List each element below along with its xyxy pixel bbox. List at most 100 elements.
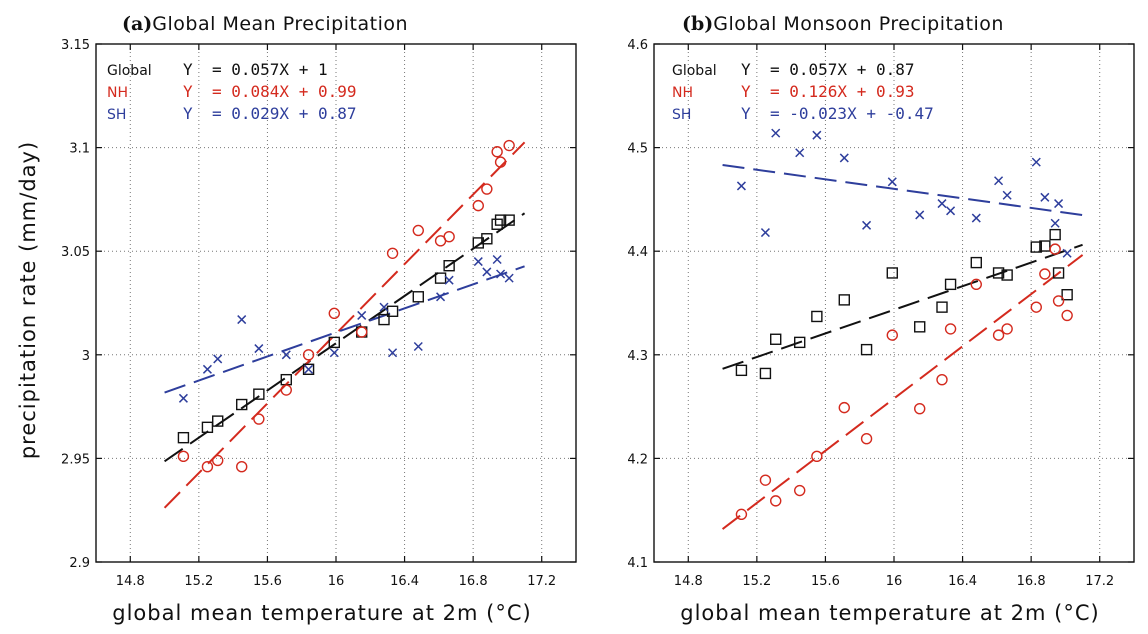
panel-b-point-global — [735, 364, 748, 377]
legend-prefix-sh: Y — [183, 104, 193, 123]
panel-a-point-sh — [444, 275, 454, 285]
panel-a-point-sh — [213, 354, 223, 364]
panel-a-point-global — [236, 398, 248, 411]
panel-b-y-tick-label: 4.2 — [627, 452, 648, 467]
panel-b-point-nh — [1039, 268, 1051, 280]
panel-a-point-nh — [236, 460, 248, 473]
panel-b-point-nh — [936, 373, 948, 386]
panel-a-point-nh — [491, 146, 503, 158]
panel-b-fit-line-global — [722, 243, 1083, 370]
panel-b-point-nh — [794, 484, 806, 497]
panel-b-x-tick-label: 16.4 — [948, 574, 977, 589]
legend-prefix-global: Y — [183, 60, 193, 79]
panel-a-y-tick-label: 3.15 — [61, 38, 90, 53]
panel-a-y-tick-label: 3.1 — [69, 142, 90, 157]
panel-b-legend: Global Y = 0.057X + 0.87 NH Y = 0.126X +… — [672, 60, 934, 123]
panel-b-point-global — [1049, 228, 1061, 241]
panel-b-point-nh — [838, 401, 850, 414]
panel-b-point-sh — [1062, 248, 1072, 258]
panel-a-point-sh — [329, 348, 339, 358]
y-axis-label: precipitation rate (mm/day) — [16, 141, 40, 459]
panel-a-point-sh — [281, 350, 291, 360]
panel-b-legend-global: Global Y = 0.057X + 0.87 — [672, 60, 915, 79]
panel-a-tag: (a) — [122, 13, 152, 35]
panel-a-x-axis-label: global mean temperature at 2m (°C) — [112, 601, 531, 625]
panel-b-point-nh — [770, 495, 782, 507]
panel-b-x-tick-label: 14.8 — [674, 574, 703, 589]
panel-a-point-global — [503, 214, 515, 226]
legend-prefix-sh: Y — [741, 104, 751, 123]
panel-b-point-sh — [736, 181, 746, 191]
panel-a-x-tick-label: 17.2 — [527, 574, 556, 589]
panel-b-point-global — [886, 267, 898, 279]
panel-a-x-tick-label: 14.8 — [116, 574, 145, 589]
panel-a-point-sh — [357, 310, 367, 320]
panel-b-point-global — [860, 343, 873, 356]
legend-equation-sh: = -0.023X + -0.47 — [770, 104, 934, 123]
legend-prefix-nh: Y — [741, 82, 751, 101]
legend-name-sh: SH — [107, 107, 126, 123]
panel-b-point-sh — [795, 148, 805, 158]
panel-b-tag: (b) — [682, 13, 713, 35]
legend-prefix-global: Y — [741, 60, 751, 79]
panel-a-fit-line-nh — [163, 141, 526, 509]
panel-a-point-sh — [178, 393, 188, 403]
panel-b-point-global — [794, 336, 806, 349]
panel-a-x-tick-label: 15.6 — [253, 574, 282, 589]
panel-a-point-nh — [177, 450, 190, 463]
panel-a-x-tick-label: 16.4 — [390, 574, 419, 589]
panel-a-point-sh — [237, 315, 247, 325]
panel-b-point-sh — [812, 130, 822, 140]
legend-name-nh: NH — [107, 85, 128, 101]
panel-b-point-nh — [1061, 309, 1073, 322]
panel-b-point-global — [970, 256, 982, 269]
panel-b-x-tick-label: 17.2 — [1085, 574, 1114, 589]
panel-a-point-global — [328, 336, 340, 349]
legend-equation-nh: = 0.126X + 0.93 — [770, 82, 915, 101]
panel-b-x-axis-label: global mean temperature at 2m (°C) — [680, 601, 1099, 625]
panel-a-point-sh — [202, 364, 212, 374]
panel-a-point-nh — [386, 247, 399, 259]
panel-a-point-nh — [443, 230, 455, 243]
panel-b-point-nh — [886, 329, 898, 341]
panel-a-point-nh — [302, 349, 315, 361]
panel-a-title: (a)Global Mean Precipitation — [122, 13, 408, 35]
panel-b-point-sh — [1002, 190, 1012, 200]
panel-a-point-global — [302, 363, 315, 376]
panel-b-point-nh — [759, 474, 772, 486]
panel-a-legend-sh: SH Y = 0.029X + 0.87 — [107, 104, 357, 123]
panel-b-point-nh — [1030, 301, 1042, 313]
panel-b-y-tick-label: 4.5 — [627, 142, 648, 157]
panel-a-y-tick-label: 3 — [82, 349, 90, 364]
panel-a-point-global — [494, 214, 507, 226]
panel-b-point-nh — [860, 433, 873, 445]
panel-a-point-nh — [280, 384, 292, 396]
panel-b-data — [721, 128, 1084, 530]
panel-b-point-sh — [771, 128, 781, 138]
panel-a-point-global — [443, 260, 455, 272]
panel-a-point-global — [491, 218, 503, 230]
panel-a-legend-nh: NH Y = 0.084X + 0.99 — [107, 82, 357, 101]
panel-a-y-tick-label: 2.9 — [69, 556, 90, 571]
panel-a-point-nh — [253, 413, 265, 425]
panel-a-point-global — [412, 291, 424, 303]
panel-a-point-sh — [304, 364, 314, 374]
panel-b-y-tick-label: 4.6 — [627, 38, 648, 53]
panel-a: (a)Global Mean Precipitation 14.8 15.2 15.… — [61, 13, 577, 625]
panel-a-point-sh — [492, 254, 502, 265]
panel-b-title-text: Global Monsoon Precipitation — [713, 13, 1004, 35]
panel-a-legend: Global Y = 0.057X + 1 NH Y = 0.084X + 0.… — [107, 60, 357, 123]
panel-a-point-nh — [503, 139, 515, 152]
panel-a-point-sh — [482, 267, 492, 277]
panel-b-point-sh — [994, 176, 1004, 186]
panel-b-point-sh — [1040, 192, 1050, 202]
panel-a-point-global — [434, 272, 447, 284]
panel-a-ticks: 14.8 15.2 15.6 16 16.4 16.8 17.2 2.9 2.95 3 3.05 3.… — [61, 38, 576, 589]
panel-b-point-global — [1061, 289, 1073, 301]
panel-b: (b)Global Monsoon Precipitation 14.8 15.2… — [627, 13, 1135, 625]
panel-a-point-nh — [481, 183, 493, 195]
panel-b-ticks: 14.8 15.2 15.6 16 16.4 16.8 17.2 4.1 4.2 4.3 4.4 4.… — [627, 38, 1134, 589]
panel-b-fit-line-nh — [721, 254, 1084, 530]
panel-b-y-tick-label: 4.1 — [627, 556, 648, 571]
